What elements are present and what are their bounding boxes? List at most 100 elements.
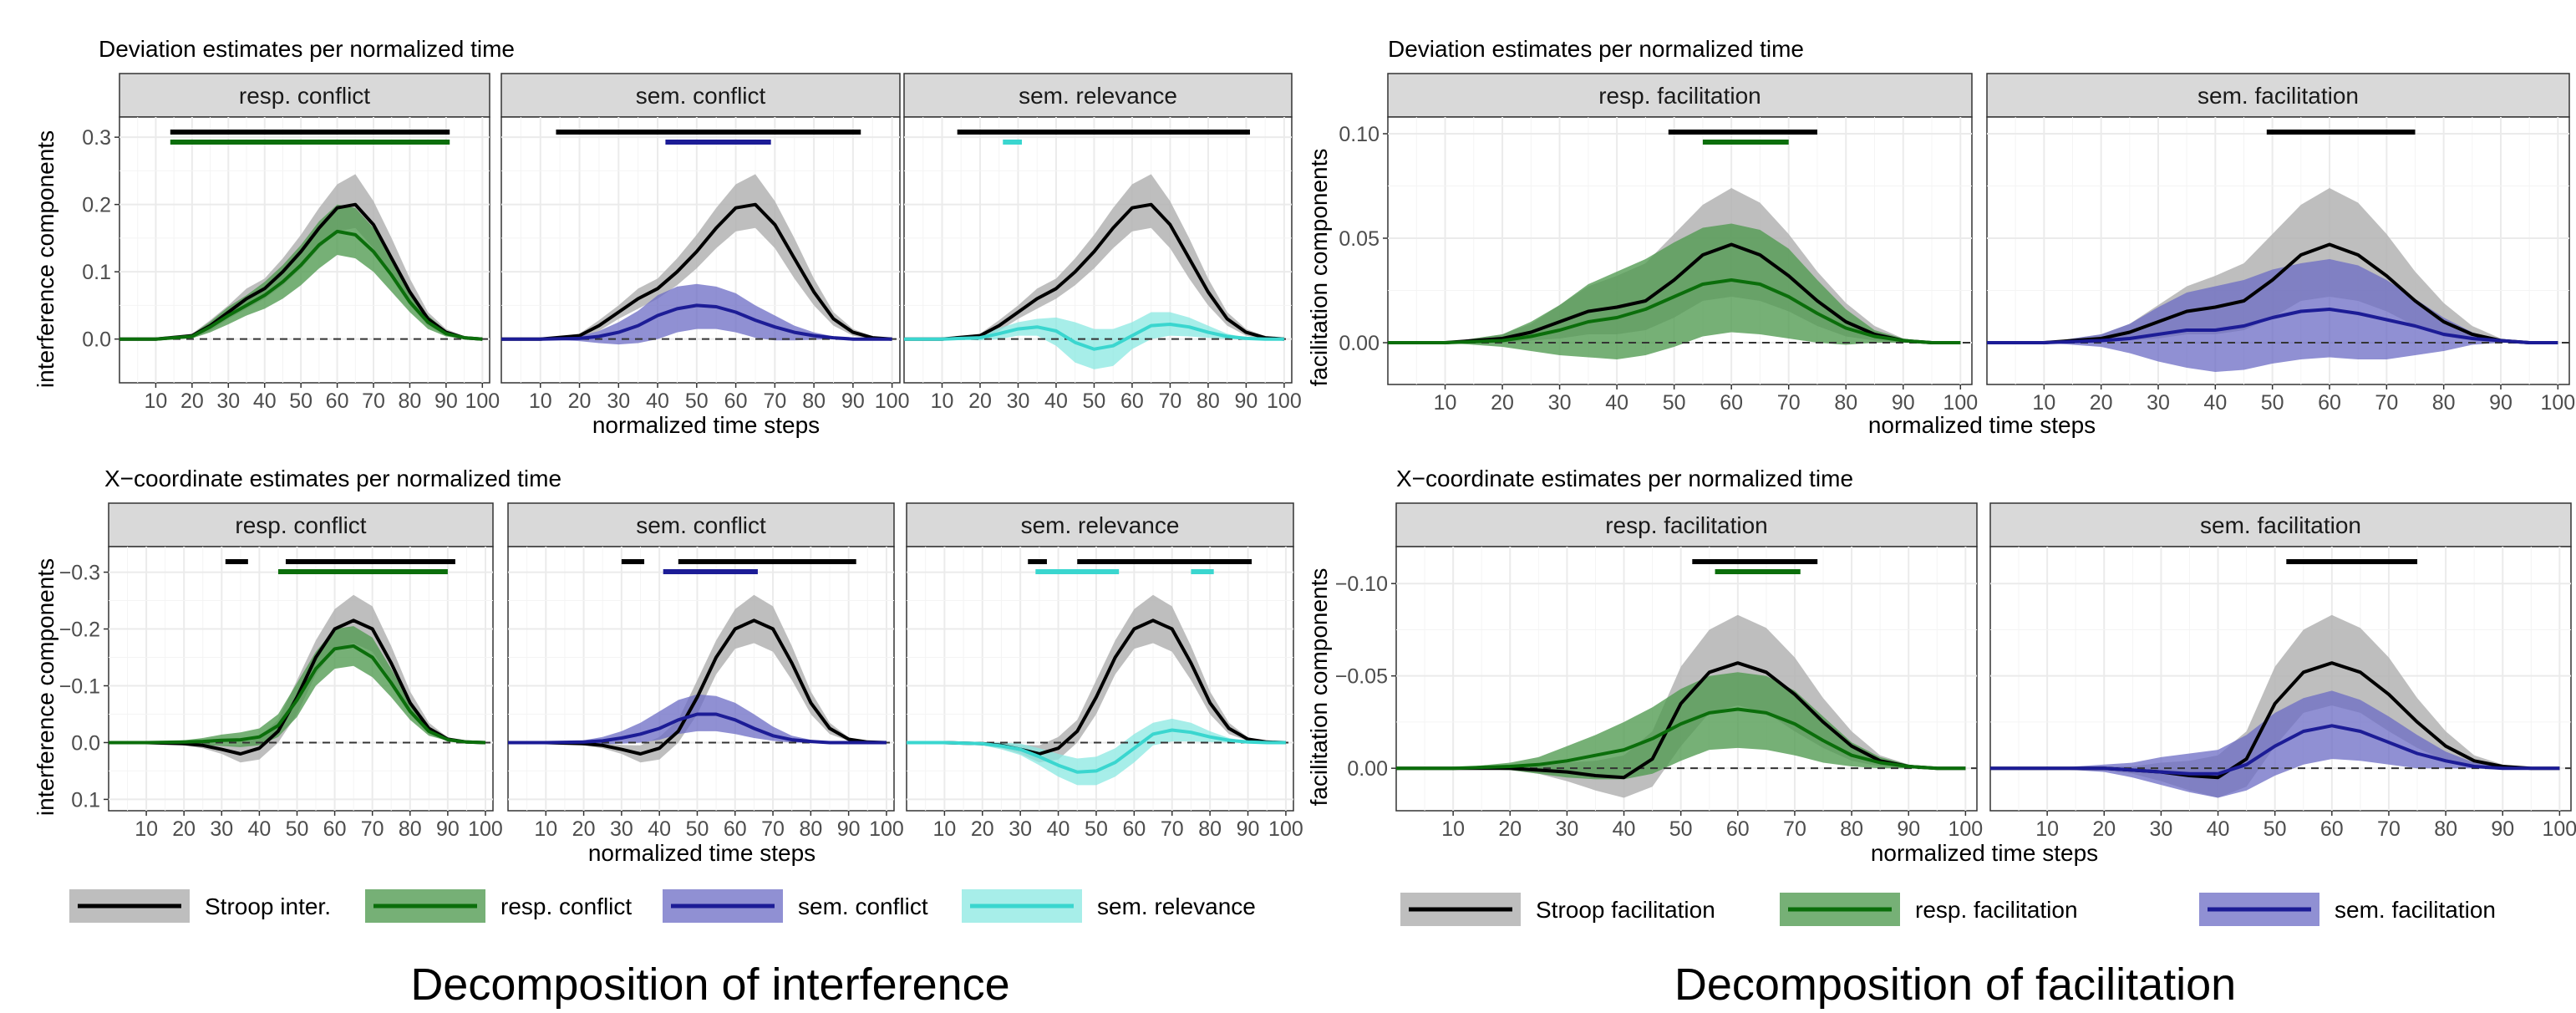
legend-label: sem. facilitation (2335, 897, 2496, 923)
series-line-rel (907, 728, 1286, 774)
x-tick-label: 20 (568, 389, 592, 413)
x-tick-label: 20 (971, 817, 994, 841)
series-line-stroop (904, 202, 1285, 341)
x-tick-label: 10 (932, 817, 956, 841)
ci-band-resp (1388, 223, 1961, 359)
legend-label: resp. facilitation (1915, 897, 2078, 923)
x-tick-label: 50 (286, 817, 309, 841)
x-tick-label: 50 (2264, 817, 2287, 841)
series-line-resp (1388, 278, 1961, 344)
y-tick-label: −0.2 (59, 618, 100, 642)
x-tick-label: 30 (2150, 817, 2173, 841)
x-tick-label: 10 (1434, 391, 1457, 415)
x-tick-label: 80 (799, 817, 822, 841)
x-tick-label: 40 (648, 817, 671, 841)
x-tick-label: 100 (1943, 391, 1978, 415)
x-tick-label: 60 (326, 389, 349, 413)
x-tick-label: 40 (2203, 391, 2227, 415)
y-tick-label: 0.0 (82, 328, 111, 352)
y-axis-title: facilitation components (1306, 149, 1332, 387)
x-tick-label: 70 (2377, 817, 2401, 841)
y-axis-title: facilitation components (1306, 568, 1332, 807)
ci-band-sem (508, 694, 887, 745)
x-tick-label: 10 (145, 389, 168, 413)
x-tick-label: 40 (1044, 389, 1068, 413)
y-tick-label: 0.00 (1339, 332, 1379, 355)
x-tick-label: 40 (253, 389, 277, 413)
facet-strip (1986, 73, 2570, 118)
x-tick-label: 40 (1047, 817, 1070, 841)
x-tick-label: 80 (1834, 391, 1857, 415)
x-axis-title: normalized time steps (588, 840, 815, 866)
x-tick-label: 70 (1777, 391, 1801, 415)
panel-3: sem. relevance 10 20 30 40 50 60 70 80 90 100 (906, 502, 1303, 841)
x-tick-label: 70 (763, 389, 786, 413)
facet-strip-label: resp. conflict (235, 512, 366, 538)
x-tick-label: 10 (2032, 391, 2055, 415)
legend-label: Stroop facilitation (1536, 897, 1715, 923)
legend-item-resp: resp. facilitation (1780, 893, 2078, 926)
x-tick-label: 60 (724, 817, 747, 841)
chart-facil_dev: Deviation estimates per normalized time n… (1306, 36, 2575, 438)
facet-strip-label: sem. conflict (636, 83, 766, 109)
y-tick-label: 0.05 (1339, 227, 1379, 251)
facet-strip-label: resp. facilitation (1605, 512, 1768, 538)
x-tick-label: 90 (1897, 817, 1920, 841)
facet-strip (1989, 502, 2572, 547)
x-tick-label: 70 (362, 389, 385, 413)
x-tick-label: 90 (436, 817, 460, 841)
legend-label: sem. conflict (798, 893, 928, 919)
legend-item-resp: resp. conflict (365, 889, 632, 923)
series-line-stroop (1987, 242, 2558, 344)
x-tick-label: 30 (1556, 817, 1579, 841)
x-tick-label: 60 (1726, 817, 1750, 841)
y-tick-label: 0.10 (1339, 123, 1379, 146)
x-tick-label: 60 (2320, 817, 2344, 841)
series-line-stroop (501, 202, 892, 341)
panel-2: sem. facilitation 10 20 30 40 50 60 70 80 90 100 (1986, 73, 2575, 415)
legend-item-sem: sem. facilitation (2199, 893, 2496, 926)
x-tick-label: 60 (1720, 391, 1743, 415)
chart-interf_x: X−coordinate estimates per normalized ti… (33, 466, 1303, 866)
x-tick-label: 70 (761, 817, 785, 841)
x-tick-label: 40 (646, 389, 669, 413)
ci-band-sem (1987, 259, 2558, 372)
y-tick-label: −0.10 (1335, 573, 1388, 596)
x-tick-label: 20 (180, 389, 204, 413)
ci-band-sem (501, 283, 892, 345)
x-tick-label: 80 (1840, 817, 1863, 841)
legend-item-stroop: Stroop inter. (69, 889, 331, 923)
series-line-sem (501, 303, 892, 341)
facet-strip-label: resp. facilitation (1598, 83, 1761, 109)
x-tick-label: 60 (323, 817, 347, 841)
x-tick-label: 100 (1268, 817, 1303, 841)
x-tick-label: 90 (837, 817, 861, 841)
facet-strip (500, 73, 901, 118)
legend-interference: Stroop inter. resp. conflict sem. conflict… (69, 889, 1256, 923)
x-tick-label: 70 (361, 817, 384, 841)
x-tick-label: 10 (931, 389, 954, 413)
ci-band-resp (109, 626, 485, 747)
x-tick-label: 20 (572, 817, 596, 841)
x-tick-label: 40 (1613, 817, 1636, 841)
x-tick-label: 30 (607, 389, 630, 413)
y-axis-title: interference components (33, 558, 58, 816)
x-tick-label: 10 (529, 389, 552, 413)
x-tick-label: 50 (1669, 817, 1693, 841)
x-tick-label: 90 (2491, 817, 2514, 841)
panel-1: resp. facilitation 10 20 30 40 50 60 70 80 90 100 0… (1339, 73, 1978, 415)
x-tick-label: 50 (2261, 391, 2284, 415)
ci-band-resp (119, 204, 483, 339)
panel-1: resp. facilitation 10 20 30 40 50 60 70 80 90 100 −… (1335, 502, 1983, 841)
series-line-sem (1987, 308, 2558, 344)
x-tick-label: 50 (685, 389, 709, 413)
x-tick-label: 50 (1085, 817, 1108, 841)
panel-2: sem. facilitation 10 20 30 40 50 60 70 80 90 100 (1989, 502, 2576, 841)
x-tick-label: 100 (2540, 391, 2575, 415)
y-tick-label: −0.1 (59, 674, 100, 698)
x-tick-label: 90 (841, 389, 865, 413)
facet-strip-label: sem. conflict (636, 512, 766, 538)
series-line-rel (904, 323, 1284, 351)
x-tick-label: 80 (802, 389, 826, 413)
